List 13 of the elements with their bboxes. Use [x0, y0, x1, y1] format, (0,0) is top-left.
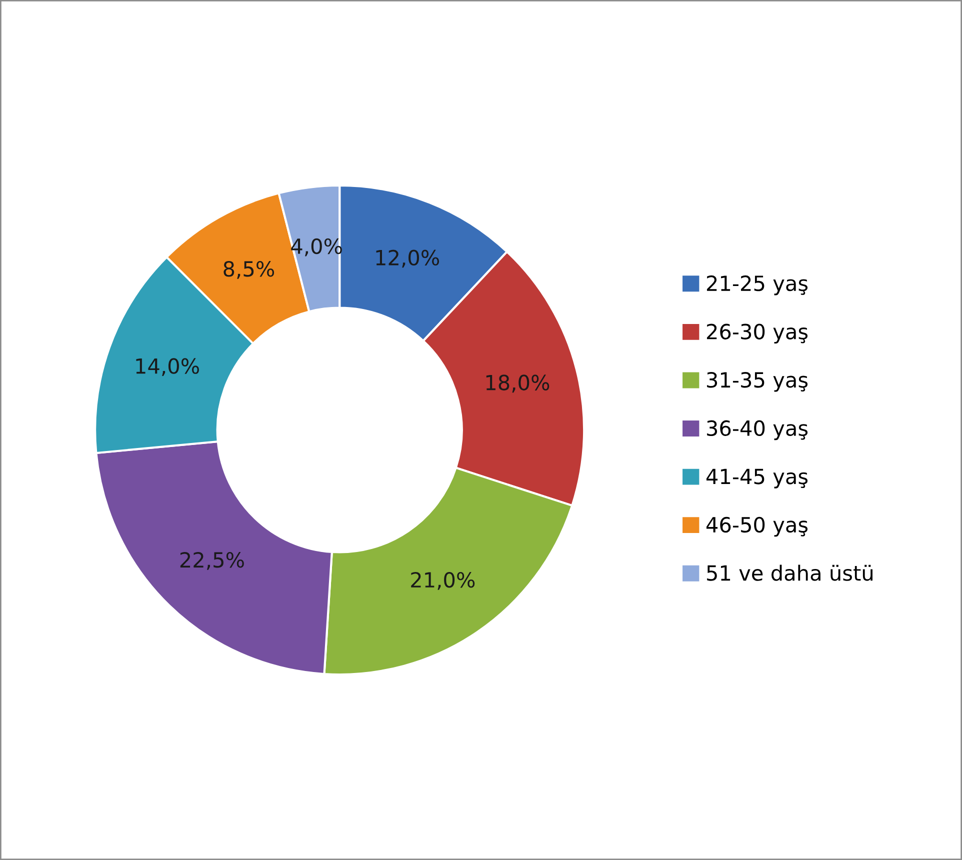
legend-label: 41-45 yaş	[706, 468, 808, 488]
data-label: 22,5%	[180, 552, 244, 570]
legend-label: 21-25 yaş	[706, 275, 808, 296]
data-label: 18,0%	[486, 374, 550, 393]
data-label: 12,0%	[376, 250, 440, 268]
data-label: 21,0%	[411, 572, 475, 590]
legend-label: 31-35 yaş	[707, 372, 808, 392]
legend-label: 26-30 yaş	[706, 324, 808, 344]
legend-label: 51 ve daha üstü	[707, 564, 872, 581]
data-label: 8,5%	[224, 260, 274, 279]
data-label: 14,0%	[136, 358, 199, 376]
legend-label: 36-40 yaş	[707, 420, 808, 440]
legend-label: 46-50 yaş	[706, 516, 808, 537]
